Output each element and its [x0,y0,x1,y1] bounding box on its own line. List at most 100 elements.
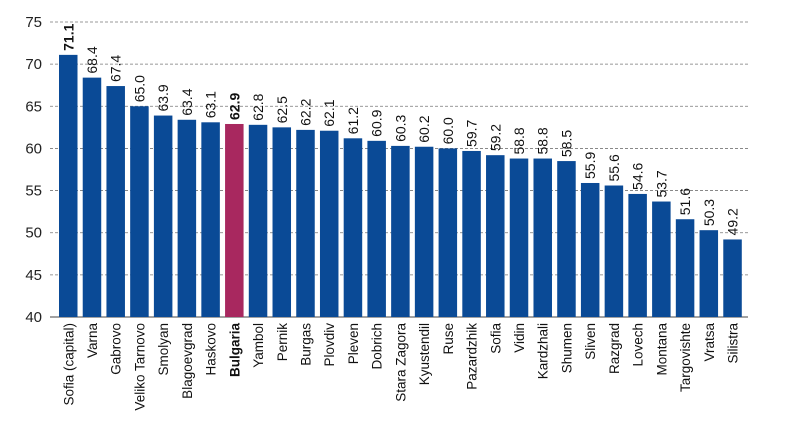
x-label-18: Sofia [488,323,503,354]
x-label-28: Silistra [726,323,741,364]
bar-10 [296,129,315,317]
x-label-9: Pernik [275,323,290,362]
value-label-7: 62.9 [226,93,242,120]
bars [59,54,742,318]
value-label-5: 63.4 [179,88,195,115]
x-label-15: Kyustendil [417,323,432,385]
x-label-3: Veliko Tarnovo [132,323,147,411]
value-label-13: 60.9 [369,109,385,136]
x-label-17: Pazardzhik [465,323,480,390]
x-label-8: Yambol [251,323,266,368]
value-label-0: 71.1 [60,23,76,50]
x-label-24: Lovech [631,323,646,367]
bar-22 [580,182,600,317]
value-label-14: 60.3 [392,114,408,141]
y-tick-label: 60 [25,140,42,157]
x-label-0: Sofia (capital) [61,323,76,406]
bar-12 [343,138,363,317]
value-label-8: 62.8 [250,93,266,120]
bar-26 [675,219,695,317]
bar-20 [533,158,552,317]
value-label-2: 67.4 [108,55,124,82]
value-label-9: 62.5 [274,96,290,123]
bar-11 [319,130,339,317]
y-tick-label: 55 [25,183,42,200]
x-label-25: Montana [654,323,669,376]
x-label-21: Shumen [559,323,574,373]
value-label-24: 54.6 [630,162,646,189]
x-label-1: Varna [85,323,100,359]
value-label-4: 63.9 [155,84,171,111]
bar-25 [652,201,671,317]
value-label-16: 60.0 [440,117,456,144]
value-label-20: 58.8 [535,127,551,154]
x-label-5: Blagoevgrad [180,323,195,399]
value-label-15: 60.2 [416,115,432,142]
bar-6 [201,122,220,317]
x-label-11: Plovdiv [322,323,337,367]
y-tick-label: 65 [25,98,42,115]
value-label-3: 65.0 [131,75,147,102]
value-label-23: 55.6 [606,154,622,181]
x-label-19: Vidin [512,323,527,353]
bar-4 [153,115,173,317]
bar-27 [699,230,719,317]
value-label-10: 62.2 [297,98,313,125]
bar-17 [462,150,481,317]
bar-5 [177,119,197,318]
x-label-4: Smolyan [156,323,171,376]
x-label-22: Sliven [583,323,598,360]
x-label-20: Kardzhali [536,323,551,379]
bar-14 [391,145,410,317]
value-label-19: 58.8 [511,127,527,154]
bar-16 [438,148,458,317]
bar-3 [130,106,149,318]
x-label-26: Targovishte [678,323,693,392]
value-label-18: 59.2 [487,124,503,151]
bar-21 [557,161,576,317]
value-label-21: 58.5 [558,130,574,157]
x-label-27: Vratsa [702,323,717,362]
y-tick-label: 70 [25,56,42,73]
bar-13 [367,140,386,317]
x-label-13: Dobrich [370,323,385,370]
value-label-28: 49.2 [725,208,741,235]
value-label-22: 55.9 [582,152,598,179]
value-label-26: 51.6 [677,188,693,215]
x-label-2: Gabrovo [109,323,124,375]
value-label-11: 62.1 [321,99,337,126]
bar-7 [225,123,244,317]
y-tick-label: 75 [25,14,42,31]
x-label-14: Stara Zagora [393,323,408,402]
bar-23 [604,185,624,317]
bar-19 [509,158,529,317]
bar-15 [414,146,434,317]
bar-24 [628,193,647,317]
value-label-27: 50.3 [701,199,717,226]
x-label-6: Haskovo [204,323,219,376]
value-label-12: 61.2 [345,107,361,134]
x-label-7: Bulgaria [227,323,242,378]
x-label-10: Burgas [298,323,313,366]
value-label-6: 63.1 [203,91,219,118]
bar-9 [272,127,292,317]
x-label-23: Razgrad [607,323,622,374]
y-tick-label: 40 [25,309,42,326]
bar-2 [106,86,125,317]
x-label-12: Pleven [346,323,361,364]
x-axis-labels: Sofia (capital) Varna Gabrovo Veliko Tarnov… [61,323,740,411]
value-label-17: 59.7 [464,119,480,146]
x-label-16: Ruse [441,323,456,355]
value-labels: 71.1 68.4 67.4 65.0 63.9 63.4 63.1 62.9 62.8 62.5… [60,23,740,235]
value-label-25: 53.7 [653,170,669,197]
bar-0 [59,54,78,317]
bar-1 [82,77,102,317]
bar-18 [486,155,505,317]
bar-28 [723,239,742,317]
value-label-1: 68.4 [84,46,100,73]
y-tick-label: 50 [25,225,42,242]
bar-8 [248,124,268,317]
y-tick-label: 45 [25,267,42,284]
